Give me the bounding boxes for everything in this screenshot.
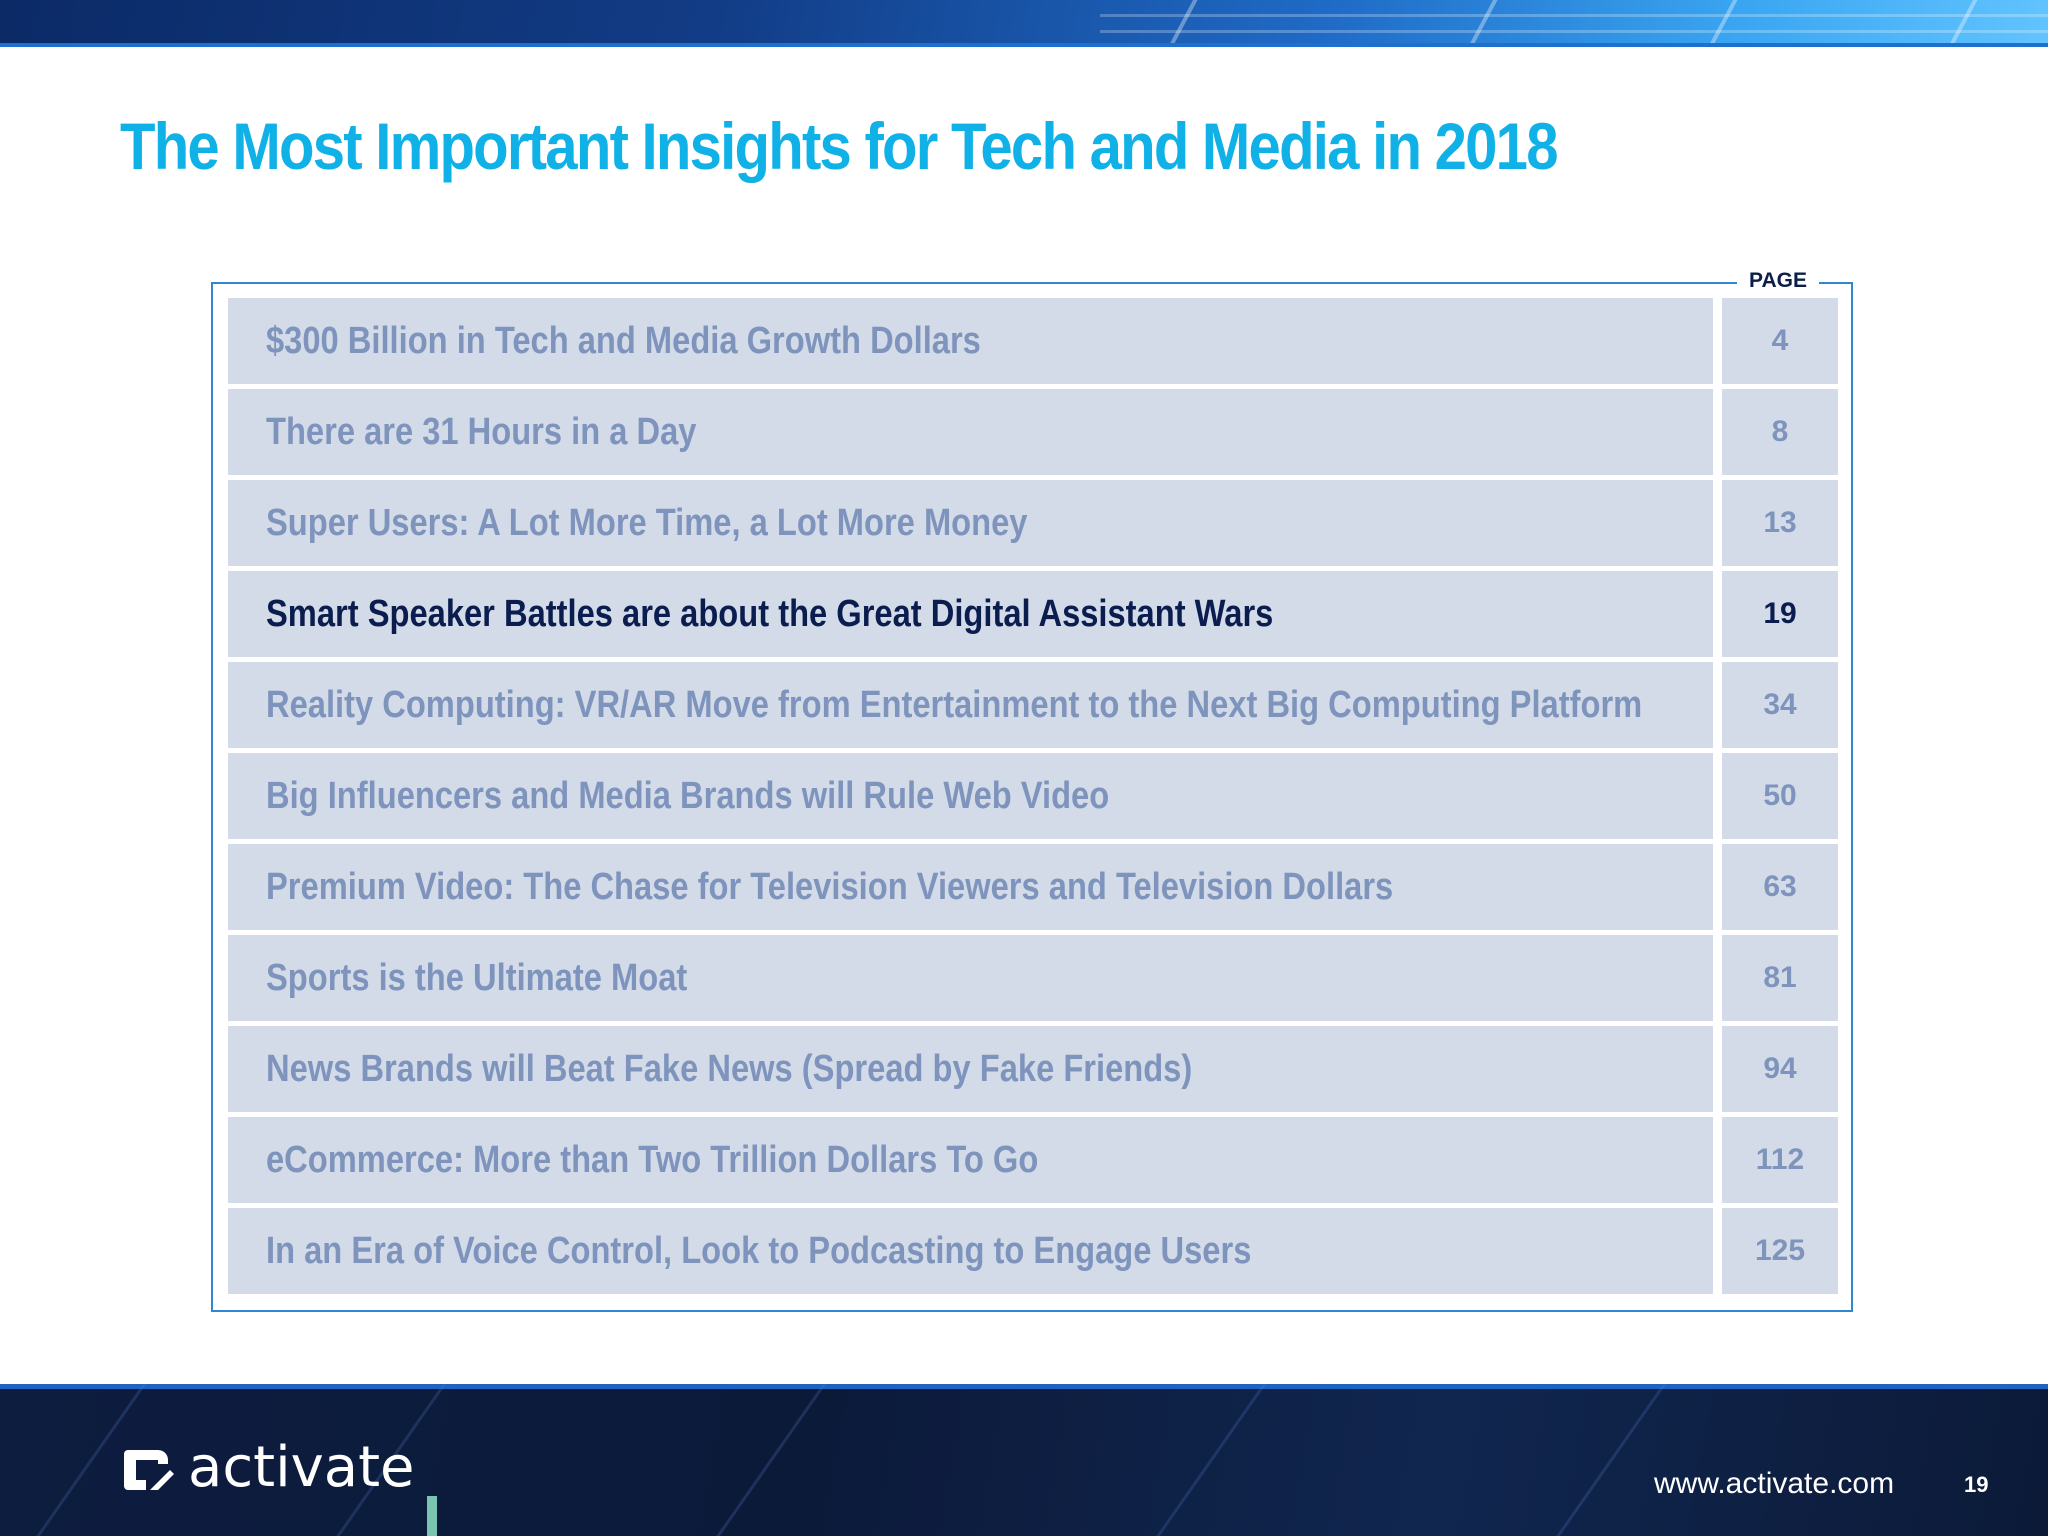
toc-row-label: There are 31 Hours in a Day — [228, 389, 1713, 475]
page-column-header: PAGE — [1737, 266, 1819, 296]
toc-row-label: Reality Computing: VR/AR Move from Enter… — [228, 662, 1713, 748]
toc-row-label: Big Influencers and Media Brands will Ru… — [228, 753, 1713, 839]
page-number: 19 — [1964, 1472, 1989, 1497]
website-url[interactable]: www.activate.com — [1654, 1467, 1895, 1500]
toc-frame — [211, 282, 1853, 1312]
activate-logo-text: activate — [188, 1435, 415, 1500]
footer-bar — [0, 1384, 2048, 1536]
toc-row[interactable]: $300 Billion in Tech and Media Growth Do… — [228, 298, 1838, 384]
toc-row[interactable]: Super Users: A Lot More Time, a Lot More… — [228, 480, 1838, 566]
toc-row-label: Smart Speaker Battles are about the Grea… — [228, 571, 1713, 657]
toc-row[interactable]: Reality Computing: VR/AR Move from Enter… — [228, 662, 1838, 748]
top-banner — [0, 0, 2048, 47]
toc-row[interactable]: eCommerce: More than Two Trillion Dollar… — [228, 1117, 1838, 1203]
toc-row[interactable]: There are 31 Hours in a Day 8 — [228, 389, 1838, 475]
toc-row[interactable]: News Brands will Beat Fake News (Spread … — [228, 1026, 1838, 1112]
toc-row-label: Super Users: A Lot More Time, a Lot More… — [228, 480, 1713, 566]
toc-row-label: Premium Video: The Chase for Television … — [228, 844, 1713, 930]
toc-row-label: $300 Billion in Tech and Media Growth Do… — [228, 298, 1713, 384]
toc-row-label: eCommerce: More than Two Trillion Dollar… — [228, 1117, 1713, 1203]
toc-row-label: News Brands will Beat Fake News (Spread … — [228, 1026, 1713, 1112]
page-title: The Most Important Insights for Tech and… — [120, 109, 1558, 183]
toc-row-page: 125 — [1722, 1208, 1838, 1294]
toc-row-page: 63 — [1722, 844, 1838, 930]
toc-row-page: 19 — [1722, 571, 1838, 657]
toc-row[interactable]: Smart Speaker Battles are about the Grea… — [228, 571, 1838, 657]
toc-row[interactable]: Sports is the Ultimate Moat 81 — [228, 935, 1838, 1021]
toc-row-page: 112 — [1722, 1117, 1838, 1203]
toc-row-page: 8 — [1722, 389, 1838, 475]
toc-row-page: 81 — [1722, 935, 1838, 1021]
toc-row-label: Sports is the Ultimate Moat — [228, 935, 1713, 1021]
toc-row-page: 94 — [1722, 1026, 1838, 1112]
toc-row-label: In an Era of Voice Control, Look to Podc… — [228, 1208, 1713, 1294]
toc-row-page: 50 — [1722, 753, 1838, 839]
toc-row-page: 34 — [1722, 662, 1838, 748]
toc-row[interactable]: Premium Video: The Chase for Television … — [228, 844, 1838, 930]
toc-row-page: 13 — [1722, 480, 1838, 566]
toc-row-page: 4 — [1722, 298, 1838, 384]
logo-accent-bar — [427, 1496, 437, 1536]
toc-row[interactable]: In an Era of Voice Control, Look to Podc… — [228, 1208, 1838, 1294]
toc-row[interactable]: Big Influencers and Media Brands will Ru… — [228, 753, 1838, 839]
activate-logo-icon — [124, 1450, 174, 1490]
